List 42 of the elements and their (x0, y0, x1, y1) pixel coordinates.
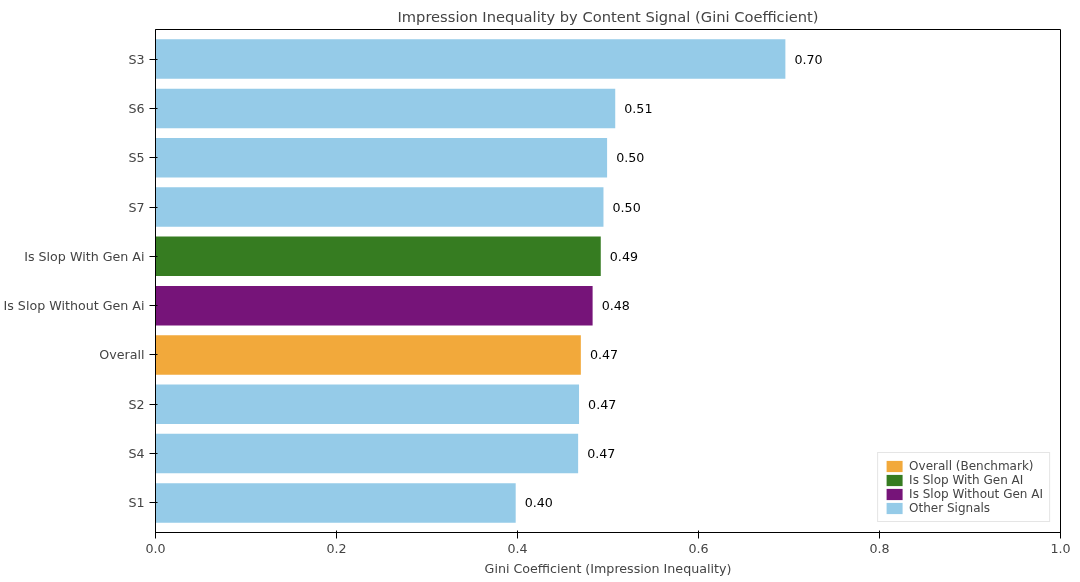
data-label: 0.47 (587, 446, 616, 462)
bar (155, 384, 580, 425)
x-tick-label: 1.0 (1050, 540, 1071, 556)
data-label: 0.40 (524, 495, 553, 511)
y-tick-label: S3 (128, 51, 145, 67)
bar (155, 137, 608, 178)
y-tick-label: S1 (128, 495, 145, 511)
data-label: 0.50 (616, 150, 645, 166)
data-label: 0.47 (589, 347, 619, 363)
bar (155, 88, 616, 129)
x-tick-label: 0.4 (507, 540, 528, 556)
bar (155, 187, 604, 227)
bar (155, 236, 601, 277)
legend-label: Other Signals (909, 501, 991, 515)
y-tick-label: S5 (128, 150, 145, 166)
y-tick-label: S7 (128, 199, 145, 215)
legend-label: Overall (Benchmark) (909, 459, 1034, 473)
data-label: 0.70 (794, 51, 823, 67)
x-axis-title: Gini Coefficient (Impression Inequality) (484, 560, 732, 576)
y-tick-label: S2 (128, 396, 145, 412)
x-tick-label: 0.2 (326, 540, 347, 556)
bar (155, 335, 581, 375)
y-tick-label: Is Slop Without Gen Ai (3, 298, 145, 314)
bar (155, 433, 579, 474)
bar (155, 39, 786, 79)
data-label: 0.47 (588, 396, 617, 412)
x-tick-label: 0.8 (869, 540, 890, 556)
data-label: 0.51 (624, 100, 653, 116)
data-label: 0.49 (609, 248, 638, 264)
y-tick-label: S6 (128, 100, 145, 116)
bar (155, 285, 593, 326)
legend-label: Is Slop With Gen AI (909, 473, 1024, 487)
y-tick-label: S4 (128, 446, 145, 462)
data-label: 0.48 (601, 298, 630, 314)
data-label: 0.50 (612, 199, 641, 215)
legend-label: Is Slop Without Gen AI (909, 487, 1043, 501)
chart-title: Impression Inequality by Content Signal (Gini Coefficient) (397, 7, 819, 25)
bar (155, 483, 516, 523)
x-tick-label: 0.6 (688, 540, 709, 556)
y-tick-label: Is Slop With Gen Ai (24, 248, 145, 264)
x-tick-label: 0.0 (145, 540, 166, 556)
y-tick-label: Overall (99, 347, 145, 363)
